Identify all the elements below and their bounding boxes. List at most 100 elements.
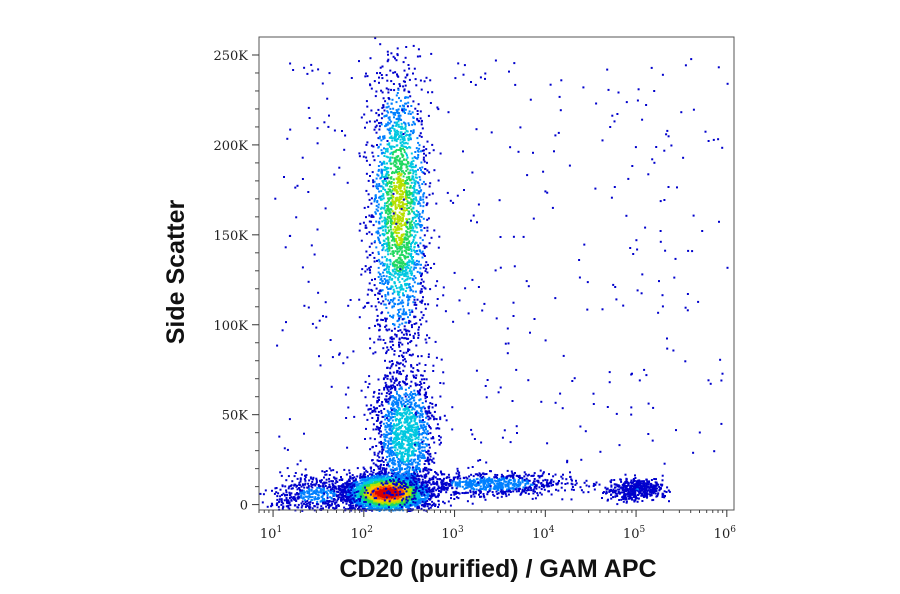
- density-dot: [416, 479, 419, 482]
- density-dot: [381, 295, 383, 298]
- density-dot: [387, 242, 390, 244]
- density-dot: [411, 488, 414, 491]
- density-dot: [382, 271, 385, 274]
- density-dot: [417, 485, 420, 488]
- density-dot: [353, 490, 356, 493]
- density-dot: [390, 135, 393, 138]
- density-dot: [376, 201, 379, 204]
- density-dot: [424, 501, 427, 504]
- density-dot: [417, 211, 420, 214]
- density-dot: [394, 160, 397, 163]
- density-dot: [389, 152, 392, 155]
- density-dot: [394, 135, 397, 138]
- density-dot: [387, 105, 390, 108]
- density-dot: [398, 507, 400, 510]
- density-dot: [390, 477, 393, 479]
- density-dot: [373, 200, 376, 203]
- density-dot: [397, 155, 400, 158]
- density-dot: [418, 495, 421, 498]
- density-dot: [365, 250, 368, 253]
- density-dot: [396, 190, 399, 193]
- density-dot: [393, 146, 396, 148]
- density-dot: [343, 506, 346, 509]
- density-dot: [396, 144, 399, 147]
- density-dot: [404, 246, 407, 249]
- density-dot: [342, 491, 345, 494]
- density-dot: [370, 215, 373, 218]
- density-dot: [377, 137, 380, 140]
- density-dot: [369, 84, 372, 87]
- density-dot: [362, 491, 365, 494]
- density-dot: [379, 475, 381, 478]
- density-dot: [396, 492, 399, 495]
- density-dot: [386, 480, 389, 482]
- density-dot: [380, 498, 383, 501]
- density-dot: [414, 492, 417, 495]
- density-dot: [412, 170, 415, 173]
- density-dot: [410, 163, 412, 166]
- density-dot: [351, 502, 354, 504]
- density-dot: [402, 85, 405, 88]
- density-dot: [423, 152, 425, 155]
- density-dot: [388, 208, 391, 211]
- density-dot: [366, 471, 369, 473]
- density-dot: [380, 507, 383, 510]
- density-dot: [426, 505, 429, 508]
- density-dot: [380, 190, 383, 193]
- density-dot: [369, 498, 372, 501]
- density-dot: [426, 161, 428, 164]
- density-dot: [383, 206, 386, 209]
- density-dot: [388, 185, 391, 188]
- density-dot: [386, 250, 389, 253]
- density-dot: [377, 505, 380, 507]
- density-dot: [418, 186, 421, 189]
- density-dot: [376, 323, 379, 326]
- density-dot: [378, 493, 381, 496]
- density-dot: [417, 505, 420, 508]
- density-dot: [400, 119, 403, 121]
- density-dot: [397, 489, 400, 491]
- density-dot: [408, 309, 411, 312]
- density-dot: [421, 478, 424, 481]
- density-dot: [397, 502, 400, 505]
- density-dot: [365, 505, 367, 507]
- density-dot: [418, 326, 420, 329]
- density-dot: [418, 134, 421, 137]
- density-dot: [391, 217, 394, 220]
- density-dot: [400, 354, 403, 357]
- density-dot: [425, 267, 428, 270]
- density-dot: [405, 209, 408, 211]
- density-dot: [406, 156, 409, 159]
- density-dot: [369, 507, 372, 510]
- density-dot: [365, 483, 367, 486]
- density-dot: [405, 284, 408, 287]
- density-dot: [414, 266, 417, 269]
- density-dot: [382, 182, 385, 185]
- density-dot: [385, 148, 387, 151]
- density-dot: [428, 490, 431, 493]
- density-dot: [382, 247, 385, 250]
- density-dot: [394, 250, 397, 253]
- density-dot: [422, 201, 425, 204]
- density-dot: [383, 506, 385, 509]
- density-dot: [397, 87, 400, 90]
- density-dot: [421, 499, 424, 502]
- density-dot: [408, 498, 411, 501]
- density-dot: [388, 495, 391, 498]
- density-dot: [419, 117, 422, 120]
- density-dot: [336, 490, 338, 493]
- density-dot: [392, 344, 395, 347]
- density-dot: [365, 121, 368, 124]
- density-dot: [391, 198, 394, 201]
- density-dot: [409, 169, 412, 172]
- density-dot: [396, 117, 399, 120]
- density-dot: [398, 281, 401, 284]
- density-dot: [389, 340, 392, 343]
- density-dot: [406, 186, 409, 189]
- density-dot: [380, 493, 383, 496]
- density-dot: [393, 219, 396, 222]
- density-dot: [337, 498, 340, 500]
- density-dot: [402, 502, 405, 505]
- density-dot: [417, 493, 419, 496]
- density-dot: [388, 477, 391, 480]
